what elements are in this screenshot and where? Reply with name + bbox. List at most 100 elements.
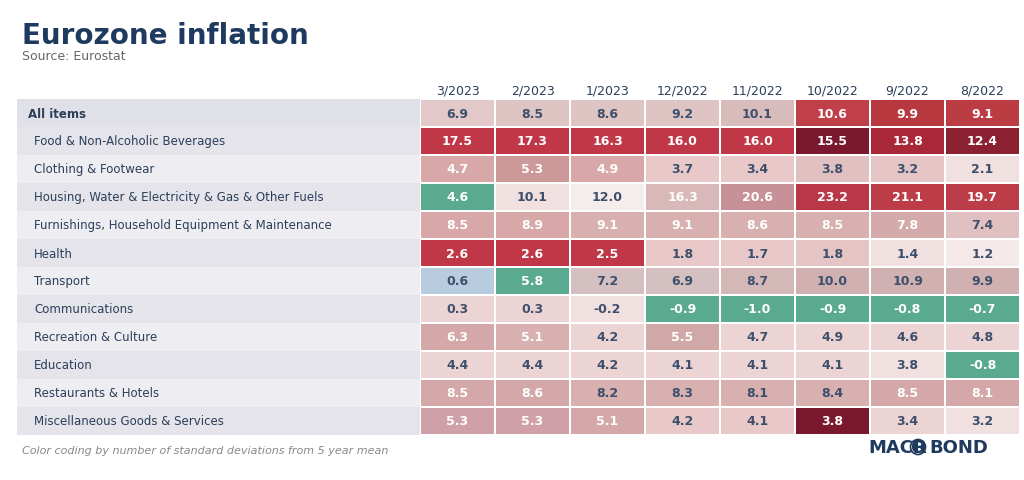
Text: 2.6: 2.6 (521, 247, 544, 260)
Bar (721, 296, 794, 323)
Bar (571, 156, 644, 182)
Text: 10.0: 10.0 (817, 275, 848, 288)
Text: 6.3: 6.3 (446, 331, 469, 344)
Bar (17, 212, 420, 240)
Text: -0.7: -0.7 (969, 303, 996, 316)
Text: 10.9: 10.9 (892, 275, 923, 288)
Text: 9.9: 9.9 (896, 107, 919, 120)
Text: 17.3: 17.3 (517, 135, 548, 148)
Text: Health: Health (34, 247, 73, 260)
Bar (17, 128, 420, 156)
Text: 16.0: 16.0 (742, 135, 773, 148)
Text: 3.8: 3.8 (821, 415, 844, 428)
Bar (796, 240, 869, 266)
Text: 4.2: 4.2 (596, 359, 618, 372)
Bar (796, 185, 869, 211)
Bar (796, 408, 869, 434)
Text: 5.1: 5.1 (521, 331, 544, 344)
Bar (946, 156, 1019, 182)
Text: 8.9: 8.9 (521, 219, 544, 232)
Text: Food & Non-Alcoholic Beverages: Food & Non-Alcoholic Beverages (34, 135, 225, 148)
Bar (646, 156, 719, 182)
Bar (796, 213, 869, 239)
Bar (421, 296, 494, 323)
Bar (871, 268, 944, 294)
Bar (871, 296, 944, 323)
Text: Restaurants & Hotels: Restaurants & Hotels (34, 387, 159, 400)
Bar (17, 295, 420, 324)
Bar (421, 213, 494, 239)
Text: Communications: Communications (34, 303, 133, 316)
Text: 20.6: 20.6 (742, 191, 773, 204)
Text: 2.5: 2.5 (596, 247, 618, 260)
Bar (871, 240, 944, 266)
Bar (496, 324, 569, 350)
Bar (421, 408, 494, 434)
Bar (646, 240, 719, 266)
Bar (946, 129, 1019, 155)
Text: Eurozone inflation: Eurozone inflation (22, 22, 309, 50)
Text: 9.1: 9.1 (596, 219, 618, 232)
Text: Clothing & Footwear: Clothing & Footwear (34, 163, 155, 176)
Bar (571, 296, 644, 323)
Text: 10.1: 10.1 (517, 191, 548, 204)
Bar (17, 100, 420, 128)
Text: -0.8: -0.8 (969, 359, 996, 372)
Text: 3.4: 3.4 (896, 415, 919, 428)
Text: 4.4: 4.4 (446, 359, 469, 372)
Text: -0.9: -0.9 (669, 303, 696, 316)
Text: Transport: Transport (34, 275, 90, 288)
Text: 4.1: 4.1 (746, 359, 769, 372)
Text: 4.9: 4.9 (596, 163, 618, 176)
Text: 4.7: 4.7 (446, 163, 469, 176)
Bar (796, 352, 869, 378)
Text: 15.5: 15.5 (817, 135, 848, 148)
Text: 11/2022: 11/2022 (732, 84, 783, 97)
Bar (496, 296, 569, 323)
Text: 12.0: 12.0 (592, 191, 623, 204)
Bar (421, 352, 494, 378)
Text: 16.3: 16.3 (592, 135, 623, 148)
Bar (496, 129, 569, 155)
Text: 1.8: 1.8 (821, 247, 844, 260)
Bar (571, 352, 644, 378)
Bar (421, 240, 494, 266)
Text: 8.3: 8.3 (672, 387, 693, 400)
Bar (721, 380, 794, 406)
Bar (421, 324, 494, 350)
Bar (871, 380, 944, 406)
Text: 4.2: 4.2 (672, 415, 693, 428)
Text: 0.6: 0.6 (446, 275, 469, 288)
Text: 4.6: 4.6 (896, 331, 919, 344)
Text: 1.2: 1.2 (972, 247, 993, 260)
Text: 8.2: 8.2 (596, 387, 618, 400)
Text: 7.4: 7.4 (972, 219, 993, 232)
Bar (946, 296, 1019, 323)
Text: 19.7: 19.7 (967, 191, 998, 204)
Bar (496, 156, 569, 182)
Bar (946, 101, 1019, 127)
Text: 4.8: 4.8 (972, 331, 993, 344)
Text: 8.6: 8.6 (521, 387, 544, 400)
Bar (721, 324, 794, 350)
Bar (796, 324, 869, 350)
Bar (871, 324, 944, 350)
Text: 10/2022: 10/2022 (807, 84, 858, 97)
Bar (646, 213, 719, 239)
Text: Source: Eurostat: Source: Eurostat (22, 50, 126, 63)
Bar (721, 352, 794, 378)
Text: Miscellaneous Goods & Services: Miscellaneous Goods & Services (34, 415, 224, 428)
Text: 8.5: 8.5 (446, 219, 469, 232)
Text: 9.1: 9.1 (672, 219, 693, 232)
Text: 13.8: 13.8 (892, 135, 923, 148)
Text: 3.7: 3.7 (672, 163, 693, 176)
Text: 12.4: 12.4 (967, 135, 998, 148)
Text: 8.5: 8.5 (446, 387, 469, 400)
Bar (946, 185, 1019, 211)
Bar (496, 268, 569, 294)
Bar (496, 101, 569, 127)
Text: 6.9: 6.9 (672, 275, 693, 288)
Bar (646, 380, 719, 406)
Bar (721, 101, 794, 127)
Text: 3.2: 3.2 (972, 415, 993, 428)
